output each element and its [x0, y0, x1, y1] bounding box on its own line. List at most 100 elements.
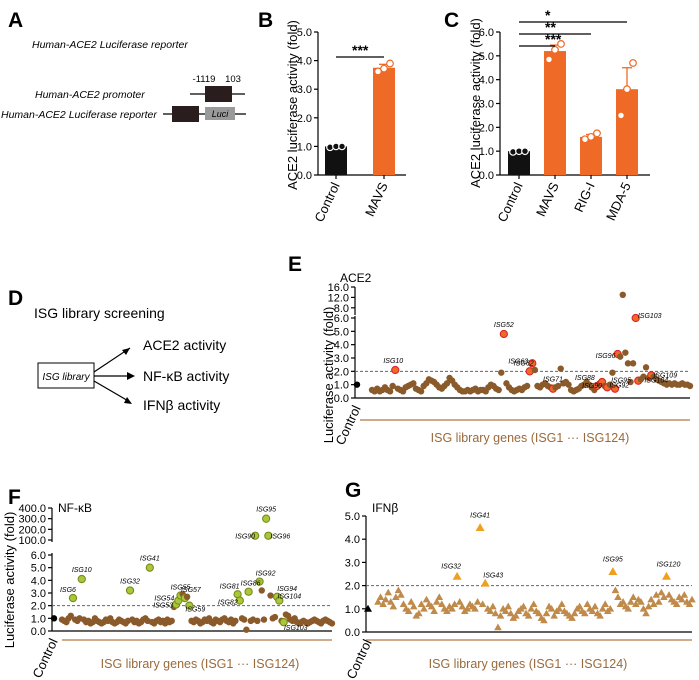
y-tick-label: 4.0 [297, 56, 312, 68]
isg-label: ISG109 [653, 372, 677, 379]
y-tick-label: 8.0 [334, 303, 349, 315]
highlight-point [528, 359, 537, 368]
highlight-point [251, 531, 260, 540]
panel-g-title: IFNβ [372, 501, 398, 515]
highlight-point [475, 523, 485, 531]
data-point [243, 626, 250, 633]
data-point [527, 605, 535, 612]
luciferase-box [205, 107, 235, 120]
y-tick-label: 4.0 [345, 534, 360, 546]
data-point [623, 85, 631, 94]
highlight-point [255, 577, 264, 586]
data-point [591, 602, 599, 610]
data-point [617, 111, 625, 120]
y-tick-label: 5.0 [479, 51, 494, 63]
data-point [374, 598, 382, 605]
panel-e-plot: 0.01.0 2.03.04.0 5.06.08.012.016.0 Control I… [328, 282, 694, 447]
reporter-promoter-box [172, 106, 199, 122]
data-point [521, 147, 529, 156]
data-point [547, 605, 556, 612]
data-point [624, 360, 632, 367]
data-point [629, 360, 637, 367]
data-point [432, 598, 441, 605]
data-point [404, 607, 413, 614]
y-tick-label: 1.0 [31, 613, 46, 625]
data-point [686, 382, 694, 390]
data-point [435, 593, 444, 601]
control-point [353, 381, 361, 388]
bar-control [508, 151, 530, 175]
data-point [338, 142, 346, 151]
y-tick-label: 1.0 [334, 380, 349, 392]
data-point [267, 592, 274, 599]
data-point [328, 620, 336, 627]
data-point [593, 129, 601, 138]
data-point [374, 67, 382, 76]
data-point [420, 605, 428, 612]
isg-label: ISG32 [120, 578, 140, 585]
data-point [471, 605, 479, 612]
output-nfkb: NF-κB activity [143, 368, 229, 384]
data-point [622, 349, 629, 356]
y-tick-label: 6.0 [479, 27, 494, 39]
data-point [529, 600, 538, 608]
isg-label: ISG104 [644, 378, 668, 385]
data-point [665, 591, 673, 598]
data-point [580, 609, 589, 617]
significance-stars: *** [545, 31, 562, 47]
highlight-point [261, 514, 271, 523]
isg-label: ISG95 [603, 557, 623, 564]
arrowhead-ifnb [124, 397, 132, 404]
control-label: Control [343, 637, 374, 680]
data-point [685, 600, 694, 608]
data-point [588, 607, 597, 614]
y-tick-label: 0.0 [345, 627, 360, 639]
data-point [489, 602, 497, 610]
x-tick-label: Control [494, 180, 525, 224]
x-tick-label: RIG-I [571, 180, 598, 214]
isg-label: ISG103 [284, 625, 308, 632]
data-point [557, 40, 565, 48]
data-point [417, 600, 426, 608]
data-point [254, 617, 261, 625]
data-point [632, 600, 640, 608]
panel-c-ylabel: ACE2 luciferase activity (fold) [468, 18, 483, 188]
data-point [463, 605, 472, 612]
isg-label: ISG59 [185, 607, 205, 614]
data-point [67, 612, 74, 619]
data-point [596, 611, 604, 619]
data-point [637, 598, 645, 605]
data-point [531, 366, 539, 374]
data-point [478, 600, 487, 608]
luciferase-label: Luci [212, 109, 230, 119]
isg-label: ISG52 [494, 322, 514, 329]
data-point [386, 598, 395, 605]
data-point [640, 373, 647, 380]
data-point [491, 609, 500, 617]
y-tick-label: 5.0 [345, 511, 360, 523]
isg-label: ISG103 [638, 313, 662, 320]
data-point [609, 369, 616, 376]
data-point [443, 607, 451, 614]
isg-label: ISG62 [514, 360, 534, 367]
data-point [554, 382, 562, 390]
bar-control [325, 146, 347, 175]
arrowhead-ace2 [122, 348, 130, 355]
highlight-point [499, 329, 509, 339]
isg-label: ISG82 [218, 600, 238, 607]
y-tick-label: 2.0 [479, 122, 494, 134]
y-tick-label: 6.0 [334, 313, 349, 325]
bar-mavs [373, 67, 395, 175]
isg-label: ISG120 [657, 561, 681, 568]
y-tick-label: 0.0 [334, 393, 349, 405]
data-point [498, 369, 505, 376]
bar-rig-i [580, 136, 602, 175]
highlight-point [235, 596, 244, 605]
data-point [601, 600, 610, 608]
highlight-point [264, 531, 273, 540]
output-ace2: ACE2 activity [143, 337, 226, 353]
data-point [258, 587, 265, 594]
bar-mda-5 [616, 89, 638, 175]
isg-label: ISG96 [270, 534, 290, 541]
isg-label: ISG57 [181, 587, 202, 594]
